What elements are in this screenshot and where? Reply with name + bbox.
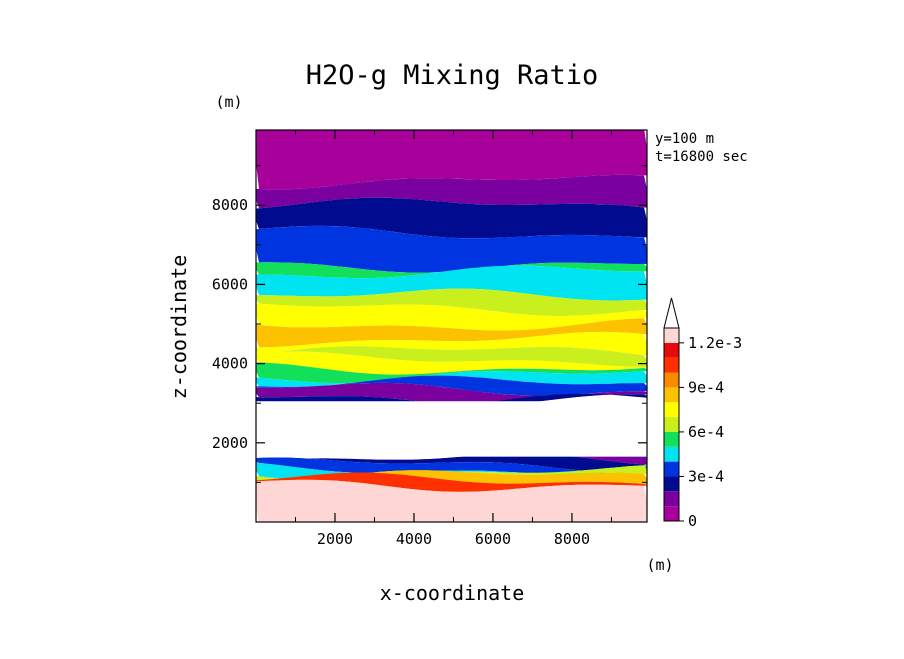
contour-band-7	[256, 303, 647, 331]
contour-band-4	[256, 262, 647, 279]
contour-bands	[256, 130, 647, 522]
x-tick-label: 4000	[396, 530, 432, 548]
colorbar-segment-5	[664, 431, 679, 447]
colorbar-segment-1	[664, 491, 679, 507]
contour-band-10	[256, 346, 647, 367]
colorbar-segment-2	[664, 476, 679, 492]
x-axis-label: x-coordinate	[380, 581, 525, 605]
y-axis-label: z-coordinate	[167, 255, 191, 400]
colorbar-segment-9	[664, 372, 679, 388]
contour-band-2	[256, 197, 647, 239]
contour-plot	[256, 130, 647, 522]
colorbar-tick-label: 0	[688, 512, 697, 530]
colorbar-frame	[663, 327, 680, 522]
annotation-y: y=100 m	[655, 131, 714, 147]
contour-band-24	[256, 479, 647, 522]
chart-title: H2O-g Mixing Ratio	[306, 60, 599, 91]
y-tick-label: 2000	[212, 434, 248, 452]
contour-band-5	[256, 265, 647, 301]
colorbar-segment-6	[664, 417, 679, 432]
y-tick-label: 6000	[212, 275, 248, 293]
contour-band-13	[256, 371, 647, 387]
colorbar: 0 3e-4 6e-4 9e-4 1.2e-3	[663, 297, 742, 530]
x-unit-label: (m)	[646, 556, 673, 574]
colorbar-segment-7	[664, 402, 679, 418]
y-tick-label: 4000	[212, 355, 248, 373]
colorbar-tick-label: 1.2e-3	[688, 334, 742, 352]
colorbar-segment-4	[664, 446, 679, 462]
contour-band-9	[256, 331, 647, 356]
colorbar-segment-11	[664, 342, 679, 358]
x-tick-label: 8000	[554, 530, 590, 548]
contour-band-18	[256, 453, 647, 473]
plot-frame	[255, 129, 648, 523]
masked-region	[256, 401, 647, 457]
contour-band-12	[256, 362, 647, 384]
axes: 2000 4000 6000 8000 2000 4000 6000 8000	[212, 129, 648, 548]
colorbar-segment-12	[664, 328, 679, 343]
annotation-t: t=16800 sec	[655, 149, 748, 165]
colorbar-segment-10	[664, 357, 679, 373]
contour-band-0	[256, 130, 647, 190]
x-tick-label: 2000	[317, 530, 353, 548]
y-unit-label: (m)	[215, 93, 242, 111]
x-tick-label: 6000	[475, 530, 511, 548]
contour-band-6	[256, 288, 647, 316]
colorbar-extend-arrow	[663, 297, 680, 329]
colorbar-tick-label: 6e-4	[688, 423, 724, 441]
contour-band-1	[256, 174, 647, 209]
contour-band-14	[256, 375, 647, 396]
contour-band-11	[256, 351, 647, 375]
contour-band-19	[256, 457, 647, 475]
colorbar-segment-3	[664, 461, 679, 477]
contour-band-8	[256, 318, 647, 348]
y-tick-label: 8000	[212, 196, 248, 214]
colorbar-segment-0	[664, 506, 679, 521]
colorbar-segment-8	[664, 387, 679, 403]
contour-band-23	[256, 472, 647, 492]
colorbar-tick-label: 9e-4	[688, 378, 724, 396]
contour-band-3	[256, 225, 647, 273]
colorbar-tick-label: 3e-4	[688, 467, 724, 485]
